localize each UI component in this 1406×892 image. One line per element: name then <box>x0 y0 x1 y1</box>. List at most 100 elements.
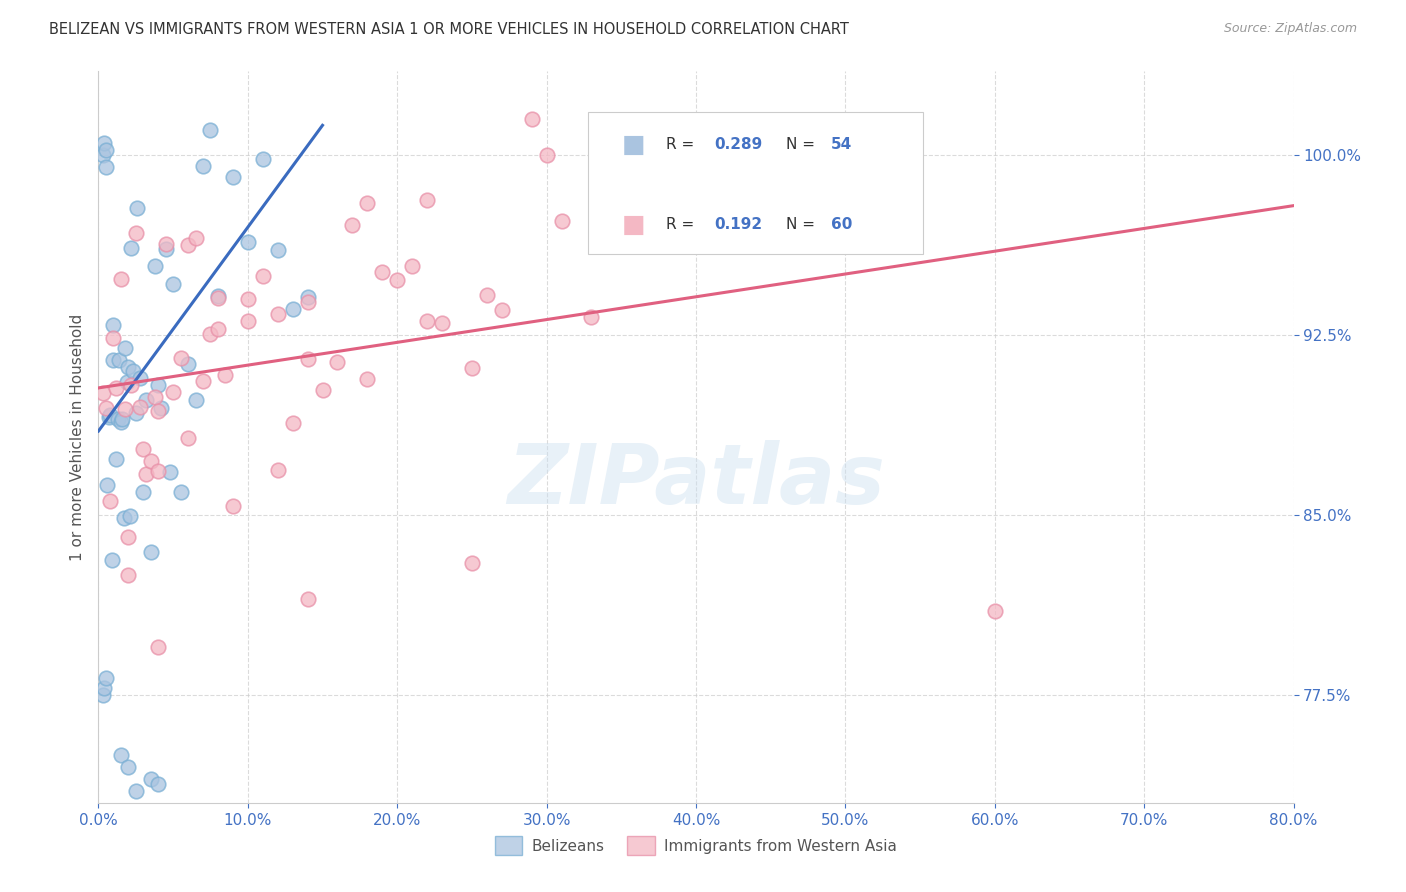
Point <box>91 688 114 702</box>
Point <box>207 292 229 306</box>
Text: ■: ■ <box>621 133 645 156</box>
Point <box>252 152 274 166</box>
Point <box>93 681 115 695</box>
Point <box>97 409 120 424</box>
Point <box>139 772 162 786</box>
Point <box>416 193 439 207</box>
Point <box>148 776 170 790</box>
Point <box>326 355 349 369</box>
Point <box>281 302 304 317</box>
Point <box>162 277 184 292</box>
Point <box>98 408 122 422</box>
Point <box>475 288 498 302</box>
Point <box>214 368 236 382</box>
Point <box>267 463 290 477</box>
Point <box>94 671 117 685</box>
Point <box>236 314 259 328</box>
Text: Source: ZipAtlas.com: Source: ZipAtlas.com <box>1223 22 1357 36</box>
Point <box>117 760 139 774</box>
Point <box>98 494 122 508</box>
Point <box>96 478 118 492</box>
Point <box>356 372 378 386</box>
Point <box>401 259 423 273</box>
Point <box>342 219 364 233</box>
Point <box>143 390 166 404</box>
Point <box>297 352 319 367</box>
Point <box>148 640 170 654</box>
Point <box>297 290 319 304</box>
Point <box>139 454 162 468</box>
Point <box>281 416 304 430</box>
Point <box>169 485 191 500</box>
Point <box>135 392 157 407</box>
Point <box>267 243 290 257</box>
Point <box>143 259 166 273</box>
Point <box>135 467 157 481</box>
Point <box>103 318 125 333</box>
Point <box>252 269 274 284</box>
Point <box>93 136 115 151</box>
Point <box>297 591 319 606</box>
Point <box>984 604 1007 618</box>
Point <box>267 307 290 321</box>
Point <box>207 288 229 302</box>
Point <box>112 511 135 525</box>
Point <box>132 484 155 499</box>
Point <box>356 196 378 211</box>
Point <box>536 148 558 162</box>
Point <box>148 404 170 418</box>
Point <box>207 321 229 335</box>
Point <box>155 237 177 252</box>
Point <box>103 353 125 368</box>
Point <box>297 295 319 310</box>
Point <box>177 357 200 371</box>
Point <box>110 747 132 762</box>
Point <box>121 364 143 378</box>
Point <box>129 371 152 385</box>
Text: R =: R = <box>666 137 699 152</box>
Text: N =: N = <box>786 137 820 152</box>
Point <box>118 509 141 524</box>
Point <box>159 465 181 479</box>
Point <box>132 442 155 457</box>
Point <box>107 412 129 426</box>
Text: BELIZEAN VS IMMIGRANTS FROM WESTERN ASIA 1 OR MORE VEHICLES IN HOUSEHOLD CORRELA: BELIZEAN VS IMMIGRANTS FROM WESTERN ASIA… <box>49 22 849 37</box>
Point <box>491 303 513 318</box>
Text: 0.192: 0.192 <box>714 218 762 233</box>
Point <box>94 144 117 158</box>
Point <box>125 784 148 798</box>
Point <box>127 201 149 215</box>
Point <box>371 265 394 279</box>
Point <box>236 235 259 250</box>
Point <box>110 271 132 285</box>
Point <box>108 353 131 368</box>
Text: 0.289: 0.289 <box>714 137 762 152</box>
Text: 54: 54 <box>831 137 852 152</box>
Point <box>139 545 162 559</box>
Point <box>222 169 245 184</box>
Text: R =: R = <box>666 218 699 233</box>
Point <box>461 556 484 570</box>
Point <box>169 351 191 366</box>
Point <box>110 416 132 430</box>
Point <box>101 553 124 567</box>
Point <box>222 500 245 514</box>
Point <box>461 360 484 375</box>
Point <box>117 568 139 582</box>
Text: ■: ■ <box>621 213 645 237</box>
Point <box>91 386 114 401</box>
Point <box>91 148 114 162</box>
Point <box>114 341 136 355</box>
Point <box>117 360 139 375</box>
Point <box>191 159 214 173</box>
Point <box>94 401 117 415</box>
Point <box>117 530 139 544</box>
Point <box>105 452 128 467</box>
Point <box>129 401 152 415</box>
Point <box>94 161 117 175</box>
Y-axis label: 1 or more Vehicles in Household: 1 or more Vehicles in Household <box>69 313 84 561</box>
Point <box>115 375 138 389</box>
Point <box>430 316 453 330</box>
Point <box>105 381 128 395</box>
Text: N =: N = <box>786 218 820 233</box>
